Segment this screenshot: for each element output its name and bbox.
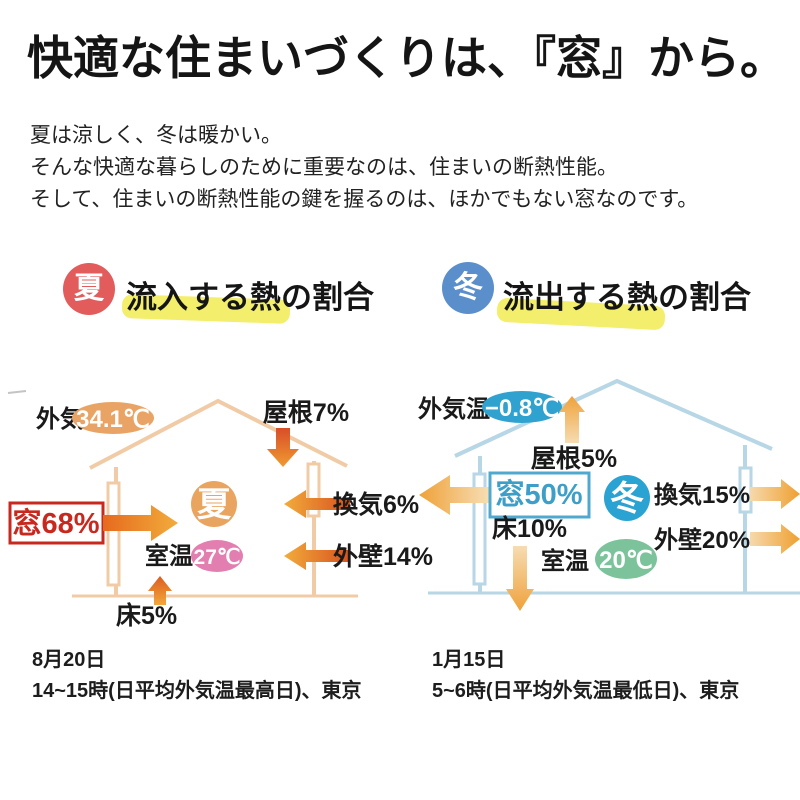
- winter-roof-arrow: [559, 396, 585, 443]
- summer-floor-label: 床5%: [116, 601, 177, 630]
- winter-room-temp-oval: [595, 539, 657, 579]
- summer-room-temp-label: 室温: [145, 542, 193, 570]
- summer-left-window: [106, 481, 121, 587]
- summer-room-temp-oval: [191, 540, 243, 572]
- winter-outside-temp-oval: [482, 391, 562, 423]
- summer-season-mark: 夏: [197, 486, 232, 524]
- winter-wall-label: 外壁20%: [654, 526, 750, 554]
- winter-vent-label: 換気15%: [654, 481, 750, 509]
- intro-line-1: 夏は涼しく、冬は暖かい。: [30, 124, 282, 147]
- winter-floor-label: 床10%: [492, 514, 567, 543]
- stray-mark: [7, 390, 27, 394]
- winter-left-window: [472, 472, 487, 586]
- summer-window-label: 窓68%: [12, 506, 99, 540]
- summer-window-arrow: [103, 505, 178, 541]
- intro-line-2: そんな快適な暮らしのために重要なのは、住まいの断熱性能。: [30, 156, 618, 179]
- summer-badge: 夏: [63, 263, 115, 315]
- winter-wall-arrow: [750, 524, 800, 554]
- summer-wall-label: 外壁14%: [333, 542, 433, 571]
- summer-roof-label: 屋根7%: [263, 399, 349, 427]
- winter-window-arrow: [419, 475, 490, 515]
- winter-badge: 冬: [442, 262, 494, 314]
- summer-caption-date: 8月20日: [32, 649, 106, 671]
- summer-outside-temp-oval: [72, 402, 154, 434]
- winter-floor-arrow: [506, 546, 534, 611]
- page-title: 快適な住まいづくりは、『窓』から。: [27, 32, 786, 84]
- intro-text: 夏は涼しく、冬は暖かい。 そんな快適な暮らしのために重要なのは、住まいの断熱性能…: [30, 120, 698, 216]
- winter-season-circle: [604, 475, 650, 521]
- winter-room-temp-label: 室温: [541, 547, 589, 575]
- winter-house-diagram: 外気温 −0.8℃ 屋根5% 窓50% 冬 換気15% 外壁20% 床10% 室…: [418, 378, 800, 611]
- summer-season-circle: [191, 481, 237, 527]
- summer-house-diagram: 外気温 34.1℃ 屋根7% 窓68% 夏 換気6% 外壁14% 室温 27℃ …: [7, 390, 433, 630]
- winter-room-temp-value: 20℃: [599, 547, 653, 574]
- winter-outside-temp-label: 外気温: [418, 395, 490, 423]
- summer-floor-arrow: [148, 576, 172, 605]
- intro-line-3: そして、住まいの断熱性能の鍵を握るのは、ほかでもない窓なのです。: [30, 188, 699, 211]
- winter-window-box: [488, 471, 591, 519]
- summer-right-window: [306, 462, 321, 518]
- winter-vent-arrow: [750, 479, 800, 509]
- winter-window-label: 窓50%: [495, 477, 582, 511]
- summer-caption: 8月20日 14~15時(日平均外気温最高日)、東京: [32, 645, 362, 707]
- winter-outside-temp-value: −0.8℃: [485, 395, 559, 422]
- summer-roof-arrow: [267, 428, 299, 467]
- summer-vent-label: 換気6%: [333, 490, 419, 519]
- summer-vent-arrow: [284, 490, 350, 518]
- summer-wall-arrow: [284, 542, 350, 570]
- summer-heading: 流入する熱の割合: [126, 280, 374, 315]
- summer-outside-temp-value: 34.1℃: [76, 406, 150, 433]
- summer-room-temp-value: 27℃: [194, 546, 241, 569]
- winter-season-mark: 冬: [610, 480, 644, 518]
- winter-caption-detail: 5~6時(日平均外気温最低日)、東京: [432, 680, 740, 702]
- winter-caption: 1月15日 5~6時(日平均外気温最低日)、東京: [432, 645, 739, 707]
- winter-roof-label: 屋根5%: [531, 445, 617, 473]
- summer-caption-detail: 14~15時(日平均外気温最高日)、東京: [32, 680, 362, 702]
- winter-heading: 流出する熱の割合: [503, 280, 751, 315]
- winter-caption-date: 1月15日: [432, 649, 506, 671]
